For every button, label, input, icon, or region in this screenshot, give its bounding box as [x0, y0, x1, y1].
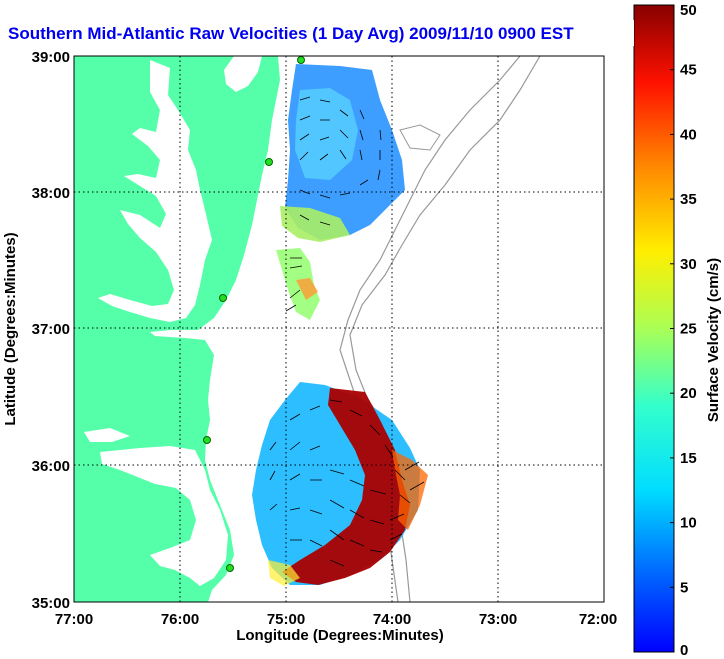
x-axis-label: Longitude (Degrees:Minutes)	[236, 627, 444, 644]
y-tick-label: 35:00	[32, 595, 70, 612]
colorbar-tick-label: 25	[680, 321, 697, 338]
pamlico-sound	[100, 446, 228, 586]
colorbar-tick-label: 35	[680, 191, 697, 208]
velocity-field-north-inner	[295, 88, 358, 180]
colorbar-overlap	[620, 20, 634, 46]
velocity-field-north-edge	[280, 206, 350, 242]
plot-frame	[73, 55, 605, 603]
x-tick-label: 72:00	[579, 611, 617, 628]
colorbar-tick-label: 15	[680, 450, 697, 467]
colorbar-label: Surface Velocity (cm/s)	[705, 258, 722, 422]
radar-stations	[203, 56, 305, 572]
velocity-field-south-edge	[268, 560, 300, 586]
y-tick-label: 37:00	[32, 321, 70, 338]
sound-inlet	[84, 428, 130, 442]
x-tick-labels: 77:00 76:00 75:00 74:00 73:00 72:00	[55, 611, 617, 628]
x-tick-label: 76:00	[161, 611, 199, 628]
y-tick-label: 38:00	[32, 185, 70, 202]
velocity-arrows	[269, 96, 425, 567]
x-tick-label: 73:00	[479, 611, 517, 628]
y-tick-label: 39:00	[32, 49, 70, 66]
delaware-bay	[224, 56, 262, 92]
velocity-field-south-hot	[282, 388, 410, 585]
bathymetry-contour	[399, 124, 441, 151]
colorbar	[633, 4, 675, 653]
chesapeake-bay	[98, 60, 212, 322]
x-tick-label: 77:00	[55, 611, 93, 628]
colorbar-tick-label: 20	[680, 385, 697, 402]
colorbar-tick-label: 10	[680, 515, 697, 532]
velocity-field-north-hot	[296, 278, 318, 300]
colorbar-tick-label: 30	[680, 256, 697, 273]
chart-title: Southern Mid-Atlantic Raw Velocities (1 …	[8, 24, 574, 43]
colorbar-tick-label: 45	[680, 62, 697, 79]
colorbar-tick-label: 0	[680, 642, 688, 659]
y-axis-label: Latitude (Degrees:Minutes)	[2, 232, 19, 425]
x-tick-label: 75:00	[267, 611, 305, 628]
map-grid	[74, 56, 604, 602]
y-tick-label: 36:00	[32, 458, 70, 475]
colorbar-ticks: 0 5 10 15 20 25 30 35 40 45 50	[670, 2, 697, 659]
colorbar-tick-label: 5	[680, 579, 688, 596]
x-tick-label: 74:00	[373, 611, 411, 628]
y-tick-labels: 39:00 38:00 37:00 36:00 35:00	[32, 49, 70, 612]
colorbar-tick-label: 40	[680, 126, 697, 143]
colorbar-tick-label: 50	[680, 2, 697, 19]
